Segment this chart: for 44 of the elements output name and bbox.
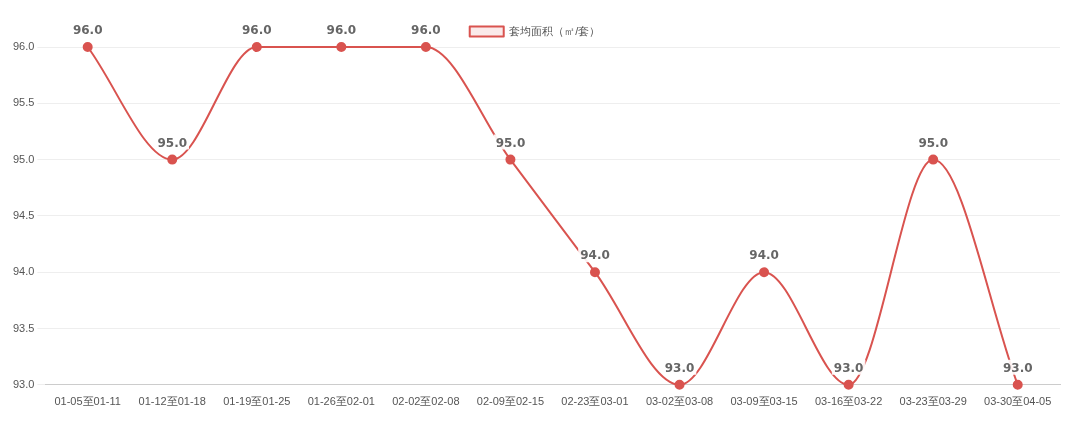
x-tick-label: 02-02至02-08 xyxy=(392,395,460,408)
x-tick-label: 03-09至03-15 xyxy=(730,395,798,408)
point xyxy=(167,154,178,165)
x-tick-label: 01-12至01-18 xyxy=(138,395,206,408)
legend-label: 套均面积（㎡/套） xyxy=(509,24,601,37)
data-label: 93.0 xyxy=(664,360,695,375)
point xyxy=(674,379,685,390)
point xyxy=(82,42,93,52)
x-tick-label: 03-16至03-22 xyxy=(814,395,883,408)
point xyxy=(505,154,516,165)
y-tick-label: 93.5 xyxy=(12,321,35,334)
x-tick-label: 01-26至02-01 xyxy=(307,395,375,408)
data-label: 93.0 xyxy=(833,360,864,375)
y-tick-label: 95.0 xyxy=(12,152,35,165)
x-tick-label: 02-09至02-15 xyxy=(476,395,545,408)
data-label: 95.0 xyxy=(157,135,188,150)
point xyxy=(251,42,262,52)
y-tick-label: 93.0 xyxy=(12,377,35,390)
point xyxy=(843,379,854,390)
point xyxy=(1012,379,1023,390)
x-tick-label: 01-19至01-25 xyxy=(223,395,291,408)
x-tick-label: 02-23至03-01 xyxy=(561,395,629,408)
data-label: 93.0 xyxy=(1002,360,1033,375)
data-label: 96.0 xyxy=(326,23,357,38)
y-tick-label: 96.0 xyxy=(12,40,35,53)
data-label: 96.0 xyxy=(241,23,272,38)
point xyxy=(759,267,770,278)
data-label: 95.0 xyxy=(918,135,948,150)
point xyxy=(928,154,939,165)
data-label: 95.0 xyxy=(495,135,526,150)
x-tick-label: 03-23至03-29 xyxy=(899,395,967,408)
data-label: 96.0 xyxy=(411,23,441,38)
point xyxy=(589,267,600,278)
data-label: 94.0 xyxy=(580,248,610,263)
y-tick-label: 94.0 xyxy=(12,265,35,278)
point xyxy=(336,42,347,52)
y-tick-label: 94.5 xyxy=(12,208,35,221)
data-label: 94.0 xyxy=(749,248,779,263)
point xyxy=(420,42,431,52)
y-tick-label: 95.5 xyxy=(12,96,35,109)
x-tick-label: 03-02至03-08 xyxy=(645,395,714,408)
data-label: 96.0 xyxy=(72,23,103,38)
x-tick-label: 01-05至01-11 xyxy=(54,395,121,408)
x-tick-label: 03-30至04-05 xyxy=(984,395,1052,408)
